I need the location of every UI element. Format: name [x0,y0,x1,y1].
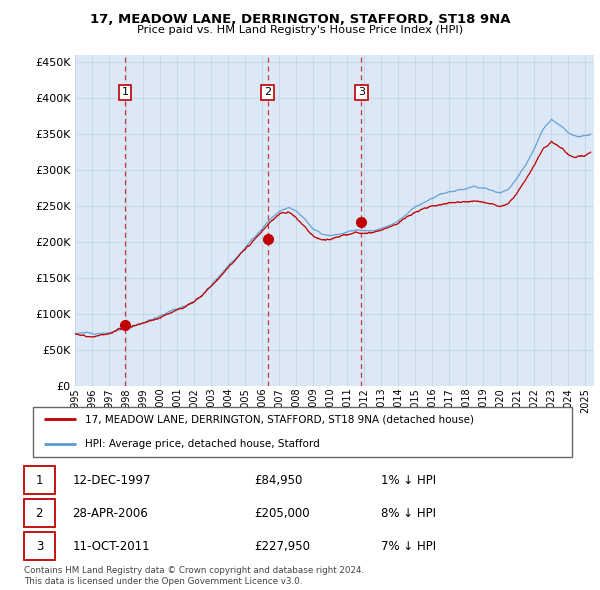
Text: Contains HM Land Registry data © Crown copyright and database right 2024.: Contains HM Land Registry data © Crown c… [24,566,364,575]
Text: 7% ↓ HPI: 7% ↓ HPI [380,540,436,553]
Text: This data is licensed under the Open Government Licence v3.0.: This data is licensed under the Open Gov… [24,577,302,586]
FancyBboxPatch shape [23,499,55,527]
Text: £227,950: £227,950 [254,540,310,553]
Text: 2: 2 [264,87,271,97]
Text: 28-APR-2006: 28-APR-2006 [73,507,148,520]
Text: 17, MEADOW LANE, DERRINGTON, STAFFORD, ST18 9NA: 17, MEADOW LANE, DERRINGTON, STAFFORD, S… [90,13,510,26]
FancyBboxPatch shape [23,466,55,494]
Text: 8% ↓ HPI: 8% ↓ HPI [380,507,436,520]
Text: 1: 1 [122,87,128,97]
Text: 2: 2 [35,507,43,520]
Text: £205,000: £205,000 [254,507,310,520]
Text: 12-DEC-1997: 12-DEC-1997 [73,474,151,487]
Text: HPI: Average price, detached house, Stafford: HPI: Average price, detached house, Staf… [85,440,319,450]
Text: Price paid vs. HM Land Registry's House Price Index (HPI): Price paid vs. HM Land Registry's House … [137,25,463,35]
Text: 1: 1 [35,474,43,487]
Text: 3: 3 [35,540,43,553]
Text: £84,950: £84,950 [254,474,302,487]
Text: 11-OCT-2011: 11-OCT-2011 [73,540,150,553]
Text: 1% ↓ HPI: 1% ↓ HPI [380,474,436,487]
Text: 3: 3 [358,87,365,97]
Text: 17, MEADOW LANE, DERRINGTON, STAFFORD, ST18 9NA (detached house): 17, MEADOW LANE, DERRINGTON, STAFFORD, S… [85,414,473,424]
FancyBboxPatch shape [23,532,55,560]
FancyBboxPatch shape [33,407,572,457]
